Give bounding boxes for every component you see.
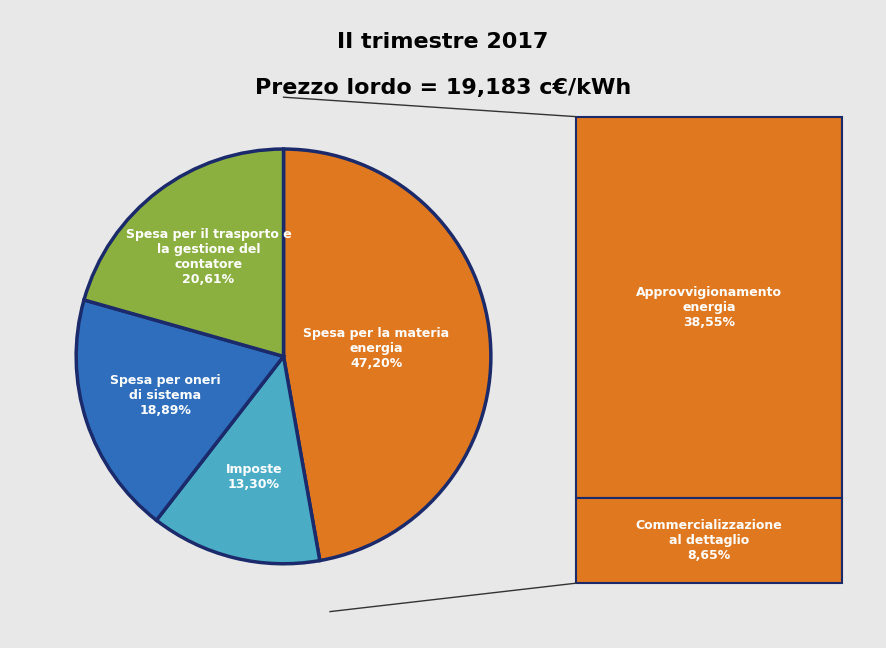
Wedge shape xyxy=(76,300,284,520)
Wedge shape xyxy=(284,149,491,561)
Text: Spesa per il trasporto e
la gestione del
contatore
20,61%: Spesa per il trasporto e la gestione del… xyxy=(126,228,291,286)
Text: Spesa per la materia
energia
47,20%: Spesa per la materia energia 47,20% xyxy=(303,327,449,370)
Wedge shape xyxy=(84,149,284,356)
Text: Prezzo lordo = 19,183 c€/kWh: Prezzo lordo = 19,183 c€/kWh xyxy=(255,78,631,98)
Text: II trimestre 2017: II trimestre 2017 xyxy=(338,32,548,52)
FancyBboxPatch shape xyxy=(576,117,842,498)
Text: Imposte
13,30%: Imposte 13,30% xyxy=(225,463,282,491)
Text: Commercializzazione
al dettaglio
8,65%: Commercializzazione al dettaglio 8,65% xyxy=(635,519,782,562)
FancyBboxPatch shape xyxy=(576,498,842,583)
Text: Spesa per oneri
di sistema
18,89%: Spesa per oneri di sistema 18,89% xyxy=(110,374,221,417)
Wedge shape xyxy=(157,356,320,564)
Text: Approvvigionamento
energia
38,55%: Approvvigionamento energia 38,55% xyxy=(636,286,781,329)
